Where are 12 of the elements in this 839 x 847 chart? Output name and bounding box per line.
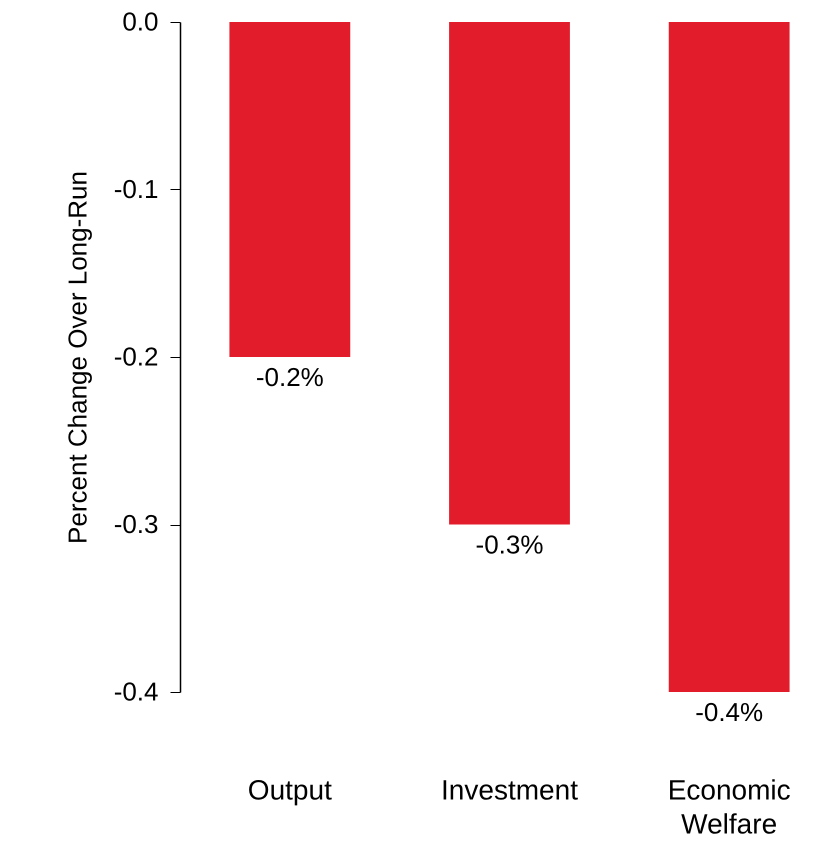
y-tick-label: 0.0: [122, 6, 158, 36]
data-label: -0.3%: [476, 530, 544, 560]
x-tick-label: Economic Welfare: [668, 774, 791, 840]
data-label: -0.4%: [695, 697, 764, 727]
y-tick-label: -0.2: [114, 342, 158, 372]
data-label: -0.2%: [256, 362, 324, 392]
x-tick-label: Output: [248, 774, 332, 806]
y-tick-label: -0.4: [114, 676, 158, 706]
y-axis-title: Percent Change Over Long-Run: [62, 171, 93, 544]
y-tick-label: -0.1: [114, 174, 158, 204]
y-tick-label: -0.3: [114, 509, 158, 539]
x-tick-label: Investment: [441, 774, 578, 806]
